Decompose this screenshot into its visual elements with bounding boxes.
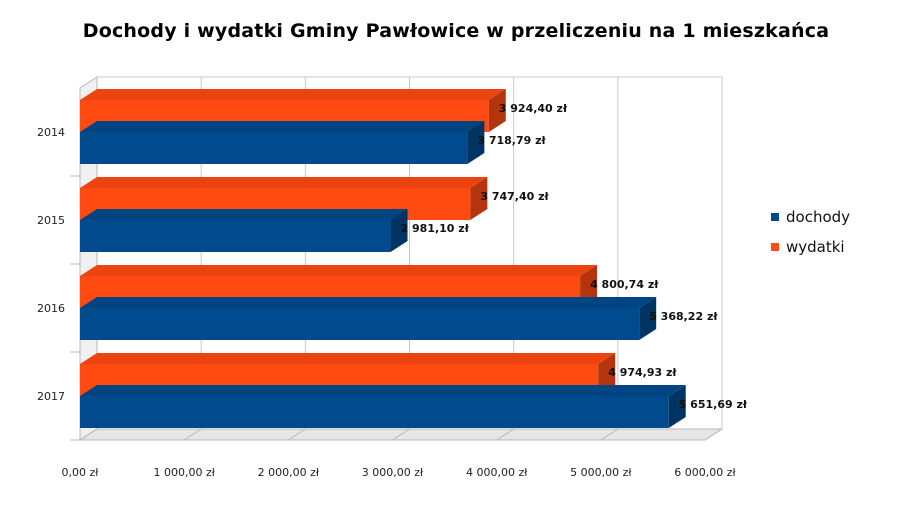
bar-dochody-top (80, 297, 657, 308)
data-label-dochody: 2 981,10 zł (401, 222, 470, 235)
data-label-dochody: 5 651,69 zł (679, 398, 748, 411)
bar-dochody (80, 132, 468, 164)
data-label-wydatki: 4 974,93 zł (608, 366, 677, 379)
floor-gridline (496, 428, 514, 441)
floor-gridline (183, 428, 202, 441)
bar-dochody-end (390, 209, 408, 252)
y-category-label: 2016 (37, 302, 65, 315)
x-tick-label: 2 000,00 zł (258, 466, 320, 479)
floor-gridline (600, 428, 619, 441)
x-tick-label: 5 000,00 zł (570, 466, 632, 479)
x-tick-label: 1 000,00 zł (153, 466, 215, 479)
bar-dochody-top (80, 209, 408, 220)
bar-dochody (80, 396, 669, 428)
y-category-label: 2017 (37, 390, 65, 403)
data-label-dochody: 5 368,22 zł (649, 310, 718, 323)
bar-dochody (80, 308, 640, 340)
x-tick-label: 6 000,00 zł (674, 466, 736, 479)
bar-wydatki-end (488, 89, 506, 132)
bar-dochody-end (467, 121, 485, 164)
data-label-wydatki: 3 924,40 zł (499, 102, 568, 115)
legend-swatch-dochody (771, 213, 779, 221)
bar-dochody (80, 220, 391, 252)
legend-label-dochody: dochody (786, 208, 850, 226)
y-category-label: 2015 (37, 214, 65, 227)
floor-gridline (288, 428, 306, 441)
bar-wydatki-top (80, 177, 488, 188)
bar-wydatki-top (80, 265, 598, 276)
floor-gridline (79, 428, 98, 441)
data-label-wydatki: 3 747,40 zł (480, 190, 549, 203)
x-tick-label: 4 000,00 zł (466, 466, 528, 479)
legend-swatch-wydatki (771, 243, 779, 251)
bar-dochody-top (80, 385, 686, 396)
bar-dochody-top (80, 121, 485, 132)
data-label-wydatki: 4 800,74 zł (590, 278, 659, 291)
bar-wydatki-top (80, 353, 616, 364)
y-category-label: 2014 (37, 126, 65, 139)
x-tick-label: 0,00 zł (62, 466, 100, 479)
floor-gridline (704, 428, 723, 441)
bar-dochody-end (668, 385, 686, 428)
x-tick-label: 3 000,00 zł (362, 466, 424, 479)
bar-dochody-end (639, 297, 657, 340)
chart-title: Dochody i wydatki Gminy Pawłowice w prze… (82, 20, 830, 42)
bar-wydatki-end (470, 177, 488, 220)
data-label-dochody: 3 718,79 zł (477, 134, 546, 147)
bar-wydatki-top (80, 89, 506, 100)
floor-gridline (392, 428, 410, 441)
legend-label-wydatki: wydatki (786, 238, 845, 256)
